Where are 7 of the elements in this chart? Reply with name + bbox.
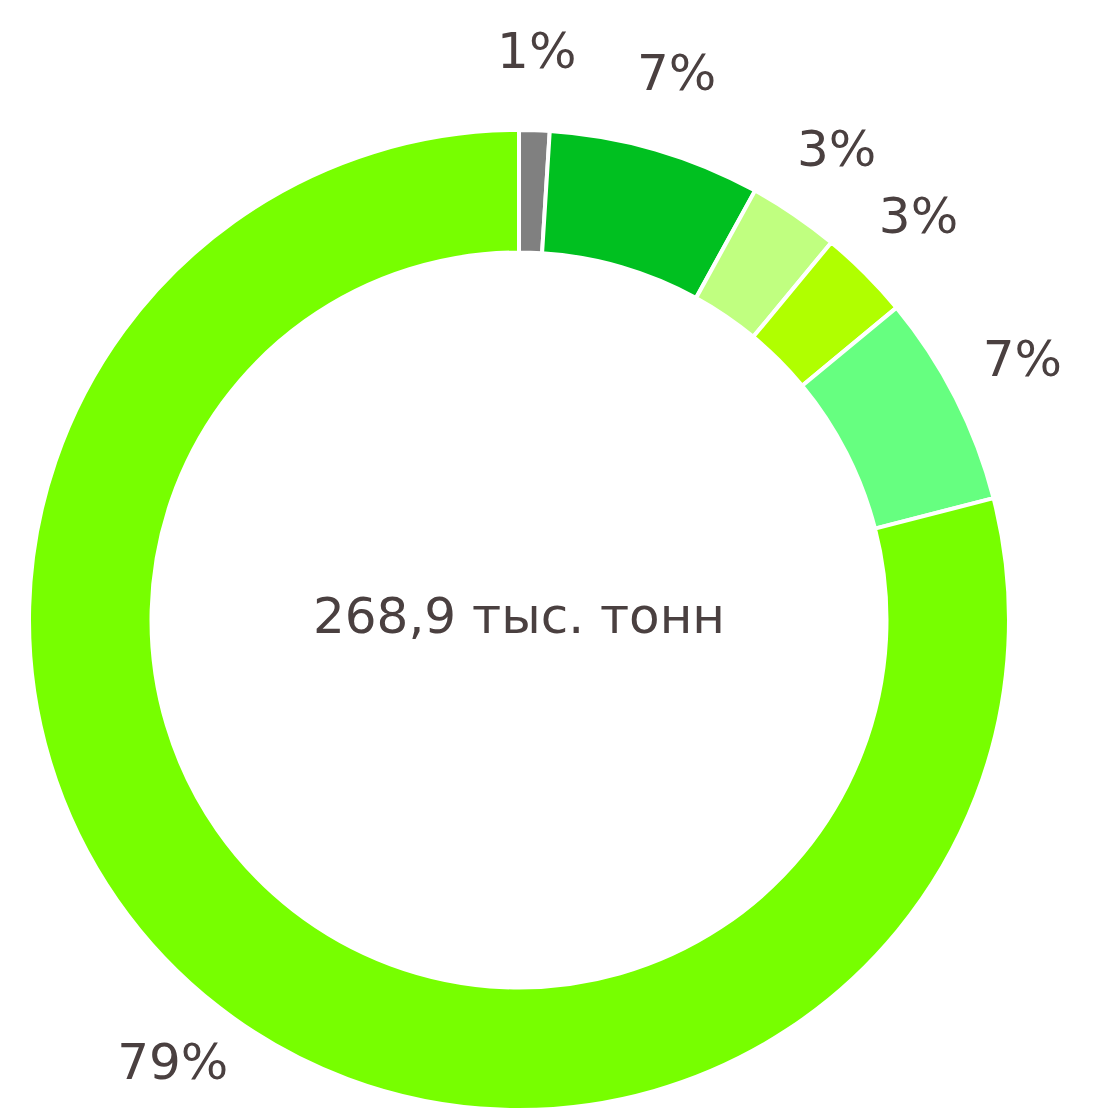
data-label: 3% <box>878 187 959 246</box>
text: 268,9 тыс. тонн <box>312 586 726 645</box>
data-label: 1% <box>497 22 577 81</box>
data-label: 7% <box>636 44 717 103</box>
data-label: 7% <box>982 330 1063 389</box>
data-label: 3% <box>796 119 877 178</box>
data-label: 79% <box>117 1033 229 1092</box>
